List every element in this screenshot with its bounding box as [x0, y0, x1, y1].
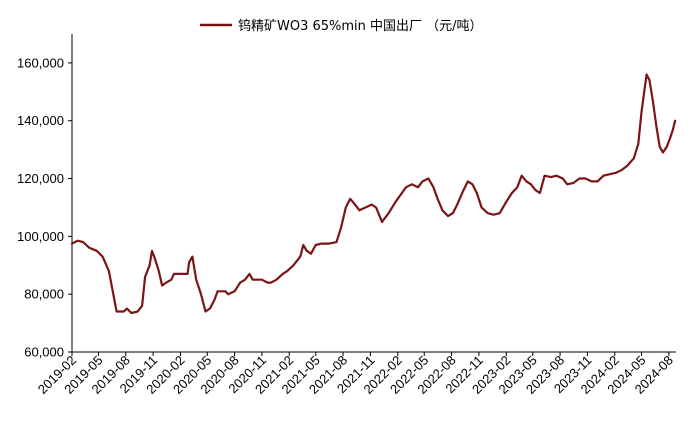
y-tick-label: 80,000 — [24, 287, 64, 302]
legend-entry: 钨精矿WO3 65%min 中国出厂 （元/吨） — [238, 18, 483, 34]
y-tick-label: 120,000 — [17, 171, 64, 186]
legend: 钨精矿WO3 65%min 中国出厂 （元/吨） — [200, 18, 483, 34]
y-tick-label: 100,000 — [17, 229, 64, 244]
x-axis-tick-labels: 2019-022019-052019-082019-112020-022020-… — [35, 352, 676, 397]
y-axis-tick-labels: 60,000 80,000 100,000 120,000 140,000 160,000 — [17, 55, 72, 360]
y-tick-label: 60,000 — [24, 345, 64, 360]
series-line — [70, 73, 677, 315]
y-tick-label: 160,000 — [17, 55, 64, 70]
y-tick-label: 140,000 — [17, 113, 64, 128]
